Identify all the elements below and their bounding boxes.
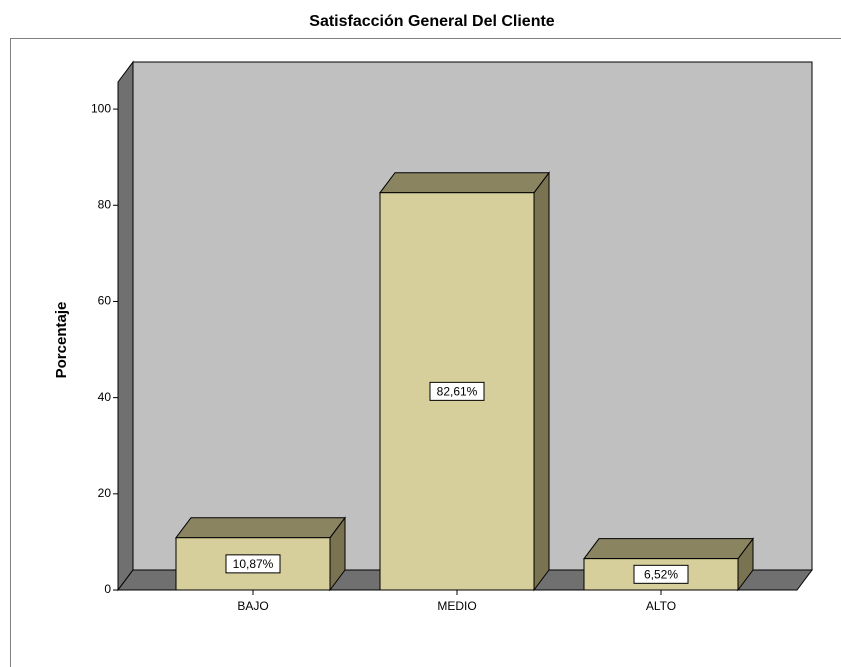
- bar: [583, 558, 739, 591]
- value-label: 82,61%: [437, 385, 478, 399]
- value-label-box: [429, 381, 485, 401]
- y-tick-label: 0: [104, 582, 111, 596]
- chart-frame: [10, 38, 841, 667]
- y-tick-label: 60: [98, 294, 112, 308]
- chart-title: Satisfacción General Del Cliente: [309, 13, 555, 30]
- y-tick-label: 80: [98, 197, 112, 211]
- bar-top: [379, 172, 550, 194]
- value-label: 6,52%: [644, 567, 678, 581]
- x-tick-label: BAJO: [237, 599, 268, 613]
- side-wall: [117, 60, 134, 592]
- x-tick-label: ALTO: [646, 599, 676, 613]
- value-label: 10,87%: [233, 557, 274, 571]
- y-tick-label: 100: [91, 101, 111, 115]
- value-label-box: [225, 554, 281, 574]
- y-tick-label: 20: [98, 486, 112, 500]
- bar-top: [175, 517, 346, 539]
- value-label-box: [633, 564, 689, 584]
- y-axis-label: Porcentaje: [53, 302, 70, 379]
- x-tick-label: MEDIO: [437, 599, 476, 613]
- y-tick-label: 40: [98, 390, 112, 404]
- bar-top: [583, 538, 754, 560]
- bar-side: [533, 171, 550, 592]
